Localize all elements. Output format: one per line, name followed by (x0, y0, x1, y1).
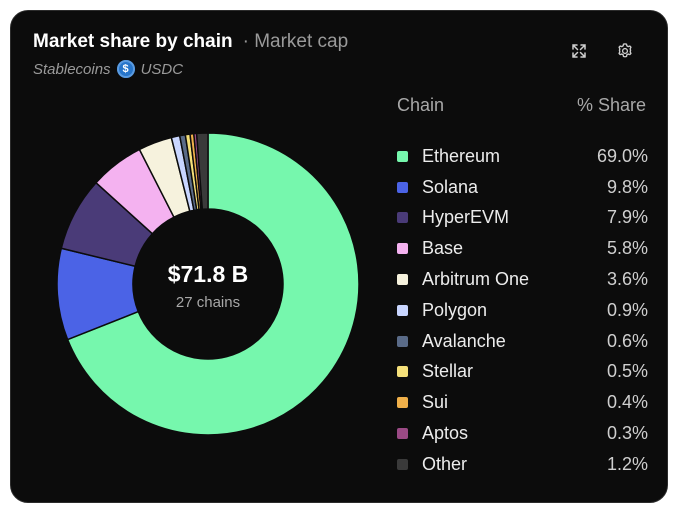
card-header: Market share by chain · Market cap (33, 31, 348, 53)
legend-swatch (397, 181, 408, 193)
legend-label: Other (422, 453, 468, 474)
legend-swatch (397, 458, 408, 470)
legend-label: HyperEVM (422, 207, 510, 228)
legend-label: Sui (422, 392, 449, 413)
legend-swatch (397, 243, 408, 255)
legend-value: 9.8% (606, 176, 648, 197)
legend-label: Aptos (422, 423, 469, 444)
legend-swatch (397, 212, 408, 224)
asset-breadcrumb: Stablecoins $ USDC (33, 60, 183, 78)
legend-swatch (397, 304, 408, 316)
legend-label: Arbitrum One (422, 269, 530, 290)
asset-label: USDC (140, 60, 184, 78)
usdc-coin-icon: $ (116, 60, 135, 78)
legend-item-sui[interactable]: Sui 0.4% (397, 387, 648, 418)
chart-legend: Ethereum 69.0% Solana 9.8% HyperEVM 7.9% Base 5… (397, 141, 648, 480)
donut-svg (56, 132, 360, 436)
legend-value: 0.9% (606, 299, 648, 320)
card-subtitle: · Market cap (242, 31, 349, 52)
legend-value: 3.6% (606, 269, 648, 290)
legend-label: Base (422, 238, 464, 259)
legend-item-avalanche[interactable]: Avalanche 0.6% (397, 326, 648, 357)
legend-swatch (397, 397, 408, 409)
card-title: Market share by chain (33, 31, 233, 52)
legend-item-solana[interactable]: Solana 9.8% (397, 172, 648, 203)
legend-value: 1.2% (606, 453, 648, 474)
legend-label: Ethereum (422, 145, 501, 166)
legend-share-header: % Share (576, 95, 646, 115)
legend-label: Solana (422, 176, 479, 197)
legend-swatch (397, 335, 408, 347)
legend-swatch (397, 274, 408, 286)
legend-value: 69.0% (596, 145, 648, 166)
legend-value: 0.3% (606, 423, 648, 444)
donut-hole (133, 209, 283, 359)
total-market-cap: $71.8 B (167, 261, 249, 287)
legend-swatch (397, 150, 408, 162)
legend-item-ethereum[interactable]: Ethereum 69.0% (397, 141, 648, 172)
legend-value: 0.5% (606, 361, 648, 382)
legend-item-stellar[interactable]: Stellar 0.5% (397, 357, 648, 388)
legend-swatch (397, 428, 408, 440)
legend-label: Polygon (422, 299, 488, 320)
legend-item-polygon[interactable]: Polygon 0.9% (397, 295, 648, 326)
legend-item-other[interactable]: Other 1.2% (397, 449, 648, 480)
legend-value: 5.8% (606, 238, 648, 259)
legend-label: Stellar (422, 361, 474, 382)
legend-item-hyperevm[interactable]: HyperEVM 7.9% (397, 203, 648, 234)
donut-chart (11, 11, 411, 496)
legend-swatch (397, 366, 408, 378)
legend-value: 7.9% (606, 207, 648, 228)
legend-value: 0.4% (606, 392, 648, 413)
market-share-card: Market share by chain · Market cap Stabl… (10, 10, 668, 503)
legend-chain-header: Chain (397, 95, 445, 115)
legend-item-base[interactable]: Base 5.8% (397, 233, 648, 264)
legend-label: Avalanche (422, 330, 506, 351)
legend-item-arbitrum-one[interactable]: Arbitrum One 3.6% (397, 264, 648, 295)
legend-value: 0.6% (606, 330, 648, 351)
legend-item-aptos[interactable]: Aptos 0.3% (397, 418, 648, 449)
expand-icon[interactable] (569, 41, 589, 61)
category-label: Stablecoins (33, 60, 111, 78)
chain-count: 27 chains (175, 294, 241, 311)
gear-icon[interactable] (615, 41, 635, 61)
